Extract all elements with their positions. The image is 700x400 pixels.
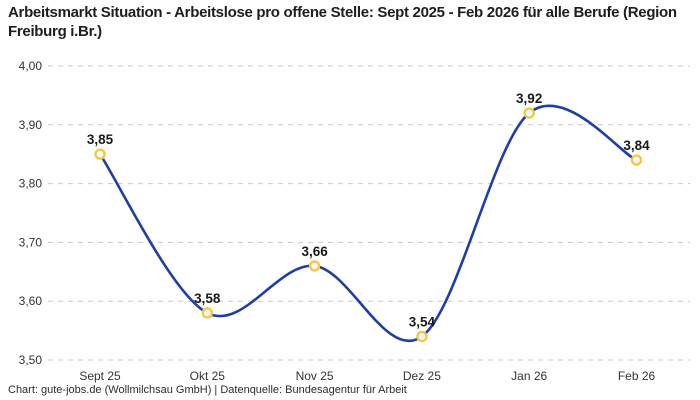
x-axis-tick-label: Dez 25 bbox=[403, 369, 441, 383]
data-point-marker bbox=[308, 260, 321, 272]
x-axis-tick-label: Feb 26 bbox=[618, 369, 656, 383]
data-point-marker bbox=[416, 330, 428, 343]
x-axis-tick-label: Nov 25 bbox=[296, 369, 334, 383]
data-point-value-label: 3,54 bbox=[409, 314, 436, 329]
data-point-value-label: 3,66 bbox=[301, 244, 328, 259]
data-point-marker bbox=[523, 107, 535, 119]
y-axis-tick-label: 4,00 bbox=[19, 59, 43, 73]
data-point-marker bbox=[201, 307, 214, 319]
y-axis-tick-label: 3,50 bbox=[19, 353, 43, 367]
x-axis-tick-label: Okt 25 bbox=[190, 369, 226, 383]
data-point-value-label: 3,84 bbox=[623, 138, 650, 153]
y-axis-tick-label: 3,60 bbox=[19, 294, 43, 308]
x-axis-tick-label: Jan 26 bbox=[511, 369, 547, 383]
chart-title: Arbeitsmarkt Situation - Arbeitslose pro… bbox=[8, 4, 677, 40]
y-axis-tick-label: 3,80 bbox=[19, 177, 43, 191]
chart-attribution: Chart: gute-jobs.de (Wollmilchsau GmbH) … bbox=[8, 384, 407, 396]
data-point-marker bbox=[630, 154, 643, 166]
data-point-marker bbox=[94, 148, 106, 160]
x-axis-tick-label: Sept 25 bbox=[79, 369, 121, 383]
data-point-value-label: 3,92 bbox=[516, 91, 542, 106]
y-axis-tick-label: 3,70 bbox=[19, 235, 43, 249]
series-line bbox=[98, 104, 638, 343]
y-axis-tick-label: 3,90 bbox=[19, 118, 43, 132]
data-point-value-label: 3,85 bbox=[87, 132, 114, 147]
data-point-value-label: 3,58 bbox=[194, 291, 221, 306]
